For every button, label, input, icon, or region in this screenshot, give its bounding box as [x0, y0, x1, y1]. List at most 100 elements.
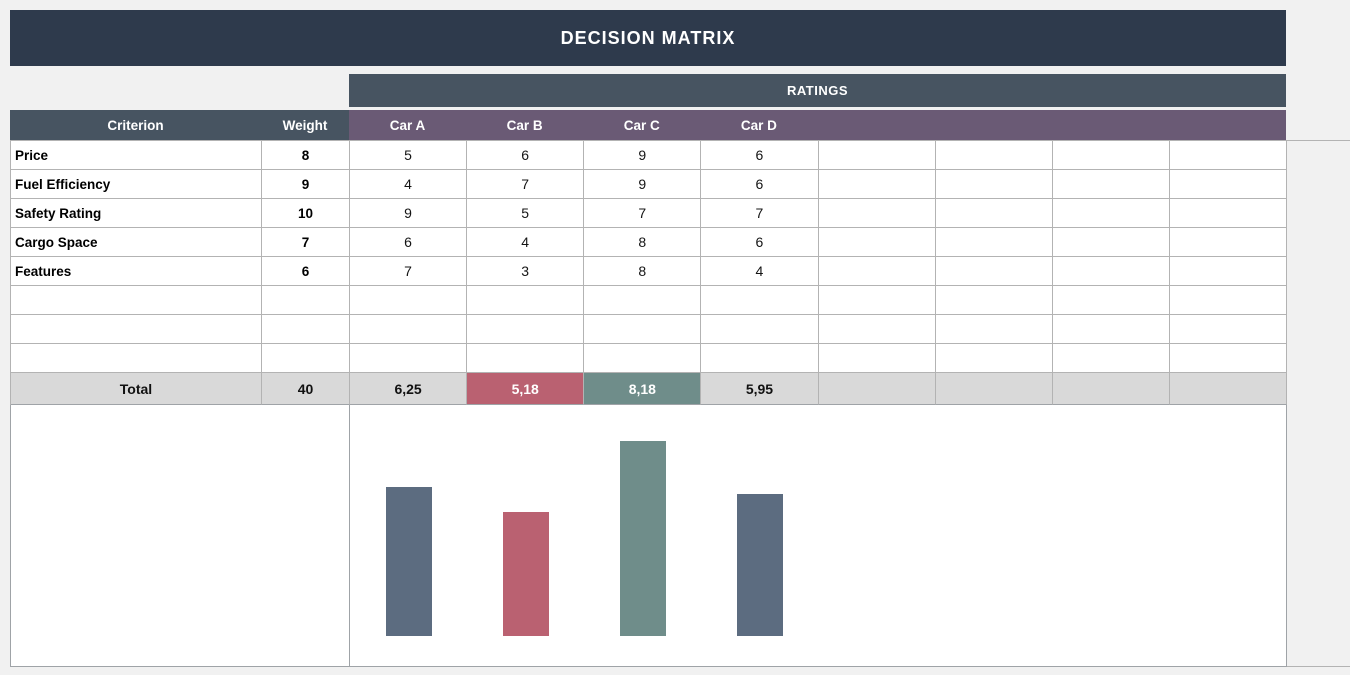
total-score-cell[interactable]: 5,95: [701, 373, 819, 405]
column-header-empty[interactable]: [935, 110, 1052, 140]
empty-cell[interactable]: [350, 315, 468, 344]
empty-cell[interactable]: [584, 344, 702, 373]
empty-cell[interactable]: [584, 315, 702, 344]
empty-cell[interactable]: [1169, 344, 1287, 373]
column-header-car-b[interactable]: Car B: [506, 117, 543, 133]
empty-cell[interactable]: [1169, 141, 1287, 170]
empty-cell[interactable]: [818, 170, 936, 199]
rating-cell[interactable]: 6: [701, 228, 819, 257]
empty-cell[interactable]: [1052, 199, 1170, 228]
empty-cell[interactable]: [1169, 228, 1287, 257]
rating-cell[interactable]: 9: [350, 199, 468, 228]
total-weight-cell[interactable]: 40: [262, 373, 350, 405]
empty-cell[interactable]: [1052, 286, 1170, 315]
rating-cell[interactable]: 5: [350, 141, 468, 170]
empty-cell[interactable]: [262, 315, 350, 344]
rating-cell[interactable]: 8: [584, 257, 702, 286]
empty-cell[interactable]: [584, 286, 702, 315]
empty-cell[interactable]: [11, 315, 262, 344]
empty-cell[interactable]: [818, 315, 936, 344]
empty-cell[interactable]: [935, 170, 1053, 199]
rating-cell[interactable]: 6: [467, 141, 585, 170]
total-empty-cell[interactable]: [1169, 373, 1287, 405]
empty-cell[interactable]: [701, 315, 819, 344]
rating-cell[interactable]: 7: [350, 257, 468, 286]
total-score-cell[interactable]: 5,18: [467, 373, 585, 405]
empty-cell[interactable]: [935, 141, 1053, 170]
rating-cell[interactable]: 9: [584, 141, 702, 170]
empty-cell[interactable]: [1169, 170, 1287, 199]
empty-cell[interactable]: [818, 199, 936, 228]
empty-cell[interactable]: [467, 315, 585, 344]
empty-cell[interactable]: [1169, 199, 1287, 228]
empty-cell[interactable]: [818, 286, 936, 315]
rating-cell[interactable]: 4: [701, 257, 819, 286]
empty-cell[interactable]: [818, 141, 936, 170]
total-score-cell[interactable]: 8,18: [584, 373, 702, 405]
empty-cell[interactable]: [1052, 228, 1170, 257]
column-header-weight[interactable]: Weight: [261, 110, 349, 140]
total-empty-cell[interactable]: [935, 373, 1053, 405]
empty-cell[interactable]: [350, 286, 468, 315]
column-header-empty[interactable]: [1169, 110, 1286, 140]
empty-cell[interactable]: [935, 286, 1053, 315]
weight-cell[interactable]: 7: [262, 228, 350, 257]
criterion-cell[interactable]: Price: [11, 141, 262, 170]
empty-cell[interactable]: [11, 344, 262, 373]
empty-cell[interactable]: [1052, 141, 1170, 170]
total-empty-cell[interactable]: [818, 373, 936, 405]
empty-cell[interactable]: [1169, 286, 1287, 315]
total-empty-cell[interactable]: [1052, 373, 1170, 405]
rating-cell[interactable]: 6: [350, 228, 468, 257]
rating-cell[interactable]: 9: [584, 170, 702, 199]
empty-cell[interactable]: [935, 344, 1053, 373]
criterion-cell[interactable]: Safety Rating: [11, 199, 262, 228]
empty-cell[interactable]: [262, 344, 350, 373]
rating-cell[interactable]: 7: [701, 199, 819, 228]
empty-cell[interactable]: [818, 344, 936, 373]
empty-cell[interactable]: [935, 228, 1053, 257]
empty-cell[interactable]: [818, 228, 936, 257]
empty-cell[interactable]: [467, 344, 585, 373]
empty-cell[interactable]: [1052, 257, 1170, 286]
empty-cell[interactable]: [935, 315, 1053, 344]
empty-cell[interactable]: [818, 257, 936, 286]
weight-cell[interactable]: 10: [262, 199, 350, 228]
rating-cell[interactable]: 7: [584, 199, 702, 228]
column-header-empty[interactable]: [818, 110, 935, 140]
rating-cell[interactable]: 8: [584, 228, 702, 257]
rating-cell[interactable]: 4: [467, 228, 585, 257]
empty-cell[interactable]: [467, 286, 585, 315]
empty-cell[interactable]: [935, 257, 1053, 286]
column-header-car-c[interactable]: Car C: [623, 117, 660, 133]
rating-cell[interactable]: 6: [701, 141, 819, 170]
criterion-cell[interactable]: Features: [11, 257, 262, 286]
weight-cell[interactable]: 9: [262, 170, 350, 199]
empty-cell[interactable]: [701, 344, 819, 373]
criterion-cell[interactable]: Cargo Space: [11, 228, 262, 257]
rating-cell[interactable]: 3: [467, 257, 585, 286]
column-header-criterion[interactable]: Criterion: [10, 110, 261, 140]
total-label-cell[interactable]: Total: [11, 373, 262, 405]
weight-cell[interactable]: 6: [262, 257, 350, 286]
weight-cell[interactable]: 8: [262, 141, 350, 170]
rating-cell[interactable]: 6: [701, 170, 819, 199]
empty-cell[interactable]: [1169, 315, 1287, 344]
column-header-empty[interactable]: [1052, 110, 1169, 140]
empty-cell[interactable]: [1169, 257, 1287, 286]
column-header-car-d[interactable]: Car D: [740, 117, 777, 133]
empty-cell[interactable]: [1052, 170, 1170, 199]
empty-cell[interactable]: [1052, 344, 1170, 373]
empty-cell[interactable]: [262, 286, 350, 315]
empty-cell[interactable]: [935, 199, 1053, 228]
empty-cell[interactable]: [701, 286, 819, 315]
empty-cell[interactable]: [1052, 315, 1170, 344]
empty-cell[interactable]: [11, 286, 262, 315]
total-score-cell[interactable]: 6,25: [350, 373, 468, 405]
criterion-cell[interactable]: Fuel Efficiency: [11, 170, 262, 199]
rating-cell[interactable]: 7: [467, 170, 585, 199]
rating-cell[interactable]: 4: [350, 170, 468, 199]
empty-cell[interactable]: [350, 344, 468, 373]
rating-cell[interactable]: 5: [467, 199, 585, 228]
column-header-car-a[interactable]: Car A: [389, 117, 426, 133]
